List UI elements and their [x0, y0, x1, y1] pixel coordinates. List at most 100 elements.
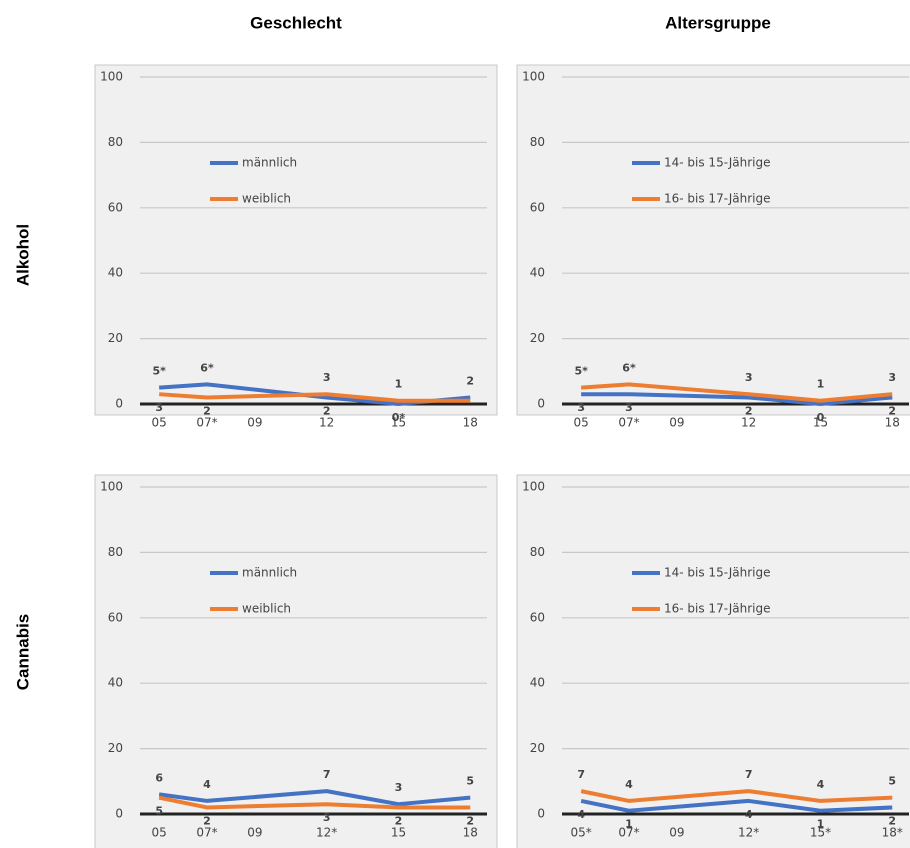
y-tick-label: 40 — [530, 676, 545, 690]
x-tick-label: 05 — [152, 416, 167, 430]
x-tick-label: 09 — [669, 416, 684, 430]
data-label: 0* — [392, 411, 406, 424]
y-tick-label: 80 — [108, 545, 123, 559]
data-label: 1 — [817, 378, 825, 391]
series-line — [580, 798, 893, 813]
plot-frame — [516, 474, 910, 848]
x-tick-label: 18 — [463, 826, 478, 840]
column-title: Altersgruppe — [665, 13, 771, 32]
plot-frame — [94, 474, 498, 848]
x-tick-label: 09 — [247, 826, 262, 840]
data-label: 4 — [817, 778, 825, 791]
data-label: 2 — [888, 814, 896, 827]
data-label: 4 — [625, 778, 633, 791]
data-label: 3 — [155, 401, 163, 414]
chart: 0 20 40 60 80 100 05 07* 09 12* 15 18 6 4 7 3 5 männlich 5… — [94, 474, 498, 848]
x-tick-label: 15* — [810, 826, 831, 840]
x-tick-label: 18 — [463, 416, 478, 430]
data-label: 7 — [577, 768, 585, 781]
x-tick-label: 12 — [319, 416, 334, 430]
x-tick-label: 05 — [574, 416, 589, 430]
data-label: 5 — [888, 775, 896, 788]
data-label: 3 — [625, 401, 633, 414]
x-tick-label: 09 — [669, 826, 684, 840]
y-tick-label: 20 — [108, 331, 123, 345]
data-label: 0 — [817, 411, 825, 424]
y-tick-label: 40 — [530, 266, 545, 280]
y-tick-label: 60 — [108, 200, 123, 214]
y-tick-label: 100 — [100, 480, 123, 494]
data-label: 2 — [323, 404, 331, 417]
y-tick-label: 100 — [100, 70, 123, 84]
legend-label: 16- bis 17-Jährige — [664, 602, 770, 616]
legend-label: 14- bis 15-Jährige — [664, 566, 770, 580]
x-tick-label: 18 — [885, 416, 900, 430]
plot-frame — [94, 64, 498, 416]
y-tick-label: 0 — [537, 397, 545, 411]
legend-label: 16- bis 17-Jährige — [664, 192, 770, 206]
x-tick-label: 12 — [741, 416, 756, 430]
x-tick-label: 05 — [152, 826, 167, 840]
y-tick-label: 20 — [530, 741, 545, 755]
y-tick-label: 20 — [530, 331, 545, 345]
legend-label: weiblich — [242, 602, 291, 616]
x-tick-label: 12* — [316, 826, 337, 840]
series-line — [158, 789, 471, 807]
data-label: 5* — [574, 365, 588, 378]
data-label: 4 — [577, 808, 585, 821]
data-label: 2 — [395, 814, 403, 827]
series-line — [580, 789, 893, 803]
data-label: 3 — [888, 371, 896, 384]
row-title: Cannabis — [13, 614, 32, 691]
legend-label: 14- bis 15-Jährige — [664, 156, 770, 170]
x-tick-label: 05* — [571, 826, 592, 840]
legend-label: männlich — [242, 156, 297, 170]
data-label: 2 — [203, 814, 211, 827]
plot-frame — [516, 64, 910, 416]
legend-label: männlich — [242, 566, 297, 580]
data-label: 7 — [745, 768, 753, 781]
y-tick-label: 60 — [530, 610, 545, 624]
x-tick-label: 15 — [391, 826, 406, 840]
x-tick-label: 07* — [196, 826, 217, 840]
y-tick-label: 60 — [530, 200, 545, 214]
y-tick-label: 40 — [108, 266, 123, 280]
data-label: 2 — [466, 374, 474, 387]
y-tick-label: 0 — [115, 807, 123, 821]
data-label: 1 — [817, 818, 825, 831]
data-label: 2 — [466, 814, 474, 827]
y-tick-label: 40 — [108, 676, 123, 690]
row-title: Alkohol — [13, 224, 32, 286]
data-label: 3 — [323, 371, 331, 384]
x-tick-label: 18* — [882, 826, 903, 840]
data-label: 5 — [155, 805, 163, 818]
column-title: Geschlecht — [250, 13, 342, 32]
y-tick-label: 80 — [530, 545, 545, 559]
data-label: 3 — [323, 811, 331, 824]
data-label: 3 — [577, 401, 585, 414]
series-line — [581, 392, 893, 406]
series-line — [158, 795, 471, 810]
y-tick-label: 20 — [108, 741, 123, 755]
data-label: 6* — [622, 361, 636, 374]
data-label: 2 — [745, 404, 753, 417]
data-label: 1 — [395, 378, 403, 391]
data-label: 5* — [152, 365, 166, 378]
x-tick-label: 12* — [738, 826, 759, 840]
x-tick-label: 15 — [391, 416, 406, 430]
data-label: 2 — [888, 404, 896, 417]
chart: 0 20 40 60 80 100 05* 07* 09 12* 15* 18* 4 1 4 1 2 14- bi… — [516, 474, 910, 848]
series-line — [581, 382, 893, 403]
data-label: 3 — [395, 781, 403, 794]
data-label: 1 — [625, 818, 633, 831]
x-tick-label: 07* — [196, 416, 217, 430]
x-tick-label: 07* — [618, 826, 639, 840]
x-tick-label: 15 — [813, 416, 828, 430]
data-label: 3 — [745, 371, 753, 384]
y-tick-label: 0 — [537, 807, 545, 821]
x-tick-label: 07* — [618, 416, 639, 430]
data-label: 4 — [745, 808, 753, 821]
x-tick-label: 09 — [247, 416, 262, 430]
